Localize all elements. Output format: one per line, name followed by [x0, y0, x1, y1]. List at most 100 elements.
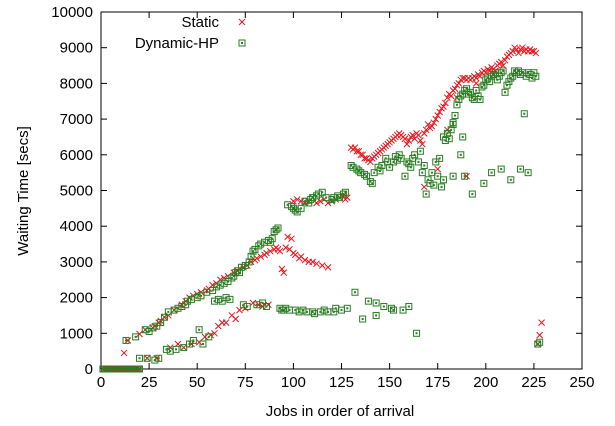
static-point	[120, 349, 128, 357]
dynamic-hp-point	[255, 242, 263, 250]
dynamic-hp-point	[122, 336, 130, 344]
static-point	[436, 108, 443, 116]
y-tick-label: 5000	[60, 183, 93, 200]
dynamic-hp-point	[507, 74, 515, 82]
static-point	[324, 263, 332, 271]
dynamic-hp-point	[403, 158, 411, 166]
dynamic-hp-point	[135, 354, 143, 362]
static-point	[447, 92, 455, 100]
dynamic-hp-point	[149, 324, 157, 332]
static-point	[257, 253, 265, 260]
axes	[100, 11, 583, 370]
legend-label: Static	[181, 14, 219, 31]
dynamic-hp-point	[520, 110, 528, 118]
dynamic-hp-point	[532, 72, 540, 80]
static-point	[367, 158, 374, 166]
dynamic-hp-point	[439, 176, 447, 184]
dynamic-hp-point	[172, 345, 180, 353]
dynamic-hp-point	[351, 288, 359, 296]
static-point	[328, 197, 336, 205]
dynamic-hp-point	[509, 72, 517, 80]
dynamic-hp-point	[399, 306, 407, 314]
dynamic-hp-point	[241, 261, 249, 269]
dynamic-hp-point	[507, 176, 515, 184]
data-points	[99, 44, 545, 373]
dynamic-hp-point	[347, 162, 355, 170]
y-tick-label: 9000	[60, 40, 93, 57]
y-tick-label: 2000	[60, 290, 93, 307]
legend: Static Dynamic-HP	[135, 14, 246, 52]
y-tick-label: 6000	[60, 147, 93, 164]
static-point	[497, 58, 505, 66]
x-tick-label: 200	[473, 374, 498, 391]
dynamic-hp-point	[328, 195, 336, 203]
dynamic-hp-point	[251, 245, 259, 253]
dynamic-hp-point	[453, 101, 461, 109]
static-point	[124, 337, 132, 344]
dynamic-hp-point	[376, 167, 384, 175]
y-tick-label: 7000	[60, 111, 93, 128]
dynamic-hp-point	[495, 72, 503, 80]
static-point	[253, 254, 261, 262]
dynamic-hp-point	[378, 162, 386, 170]
dynamic-hp-point	[186, 340, 194, 348]
static-point	[188, 340, 195, 348]
dynamic-hp-point	[424, 176, 432, 184]
dynamic-hp-point	[459, 133, 467, 141]
dynamic-hp-point	[314, 190, 322, 198]
dynamic-hp-point	[407, 163, 415, 171]
dynamic-hp-point	[262, 303, 270, 311]
dynamic-hp-point	[472, 87, 480, 95]
dynamic-hp-point	[482, 76, 490, 84]
dynamic-hp-point	[239, 301, 247, 309]
dynamic-hp-point	[184, 297, 192, 305]
static-point	[193, 290, 201, 298]
legend-marker	[238, 18, 246, 26]
plot-frame	[100, 11, 583, 370]
dynamic-hp-point	[463, 85, 471, 93]
dynamic-hp-point	[355, 167, 363, 175]
dynamic-hp-point	[366, 178, 374, 186]
dynamic-hp-point	[257, 240, 265, 248]
static-point	[313, 260, 320, 268]
static-point	[276, 247, 284, 255]
dynamic-hp-point	[339, 190, 347, 198]
dynamic-hp-point	[189, 336, 197, 344]
static-point	[309, 258, 316, 266]
legend-label: Dynamic-HP	[135, 35, 219, 52]
dynamic-hp-point	[266, 238, 274, 246]
static-point	[340, 192, 347, 200]
dynamic-hp-point	[493, 76, 501, 84]
y-axis-label: Waiting Time [secs]	[15, 126, 32, 255]
dynamic-hp-point	[222, 294, 230, 302]
static-point	[266, 247, 274, 255]
dynamic-hp-point	[236, 269, 244, 277]
dynamic-hp-point	[395, 151, 403, 159]
dynamic-hp-point	[287, 203, 295, 211]
dynamic-hp-point	[413, 329, 421, 337]
dynamic-hp-point	[220, 279, 228, 287]
dynamic-hp-point	[205, 333, 213, 341]
dynamic-hp-point	[178, 303, 186, 311]
dynamic-hp-point	[401, 172, 409, 180]
y-tick-label: 4000	[60, 218, 93, 235]
y-tick-label: 3000	[60, 254, 93, 271]
dynamic-hp-point	[445, 135, 453, 143]
static-point	[301, 256, 309, 264]
dynamic-hp-point	[364, 297, 372, 305]
dynamic-hp-point	[426, 179, 434, 187]
static-point	[232, 315, 240, 323]
dynamic-hp-point	[143, 354, 151, 362]
dynamic-hp-point	[214, 295, 222, 303]
dynamic-hp-point	[372, 311, 380, 319]
dynamic-hp-point	[457, 92, 465, 100]
dynamic-hp-point	[341, 188, 349, 196]
static-point	[284, 233, 291, 241]
dynamic-hp-point	[397, 154, 405, 162]
x-tick-label: 50	[189, 374, 206, 391]
dynamic-hp-point	[291, 306, 299, 314]
y-tick-label: 8000	[60, 75, 93, 92]
dynamic-hp-point	[274, 224, 282, 232]
dynamic-hp-point	[132, 333, 140, 341]
